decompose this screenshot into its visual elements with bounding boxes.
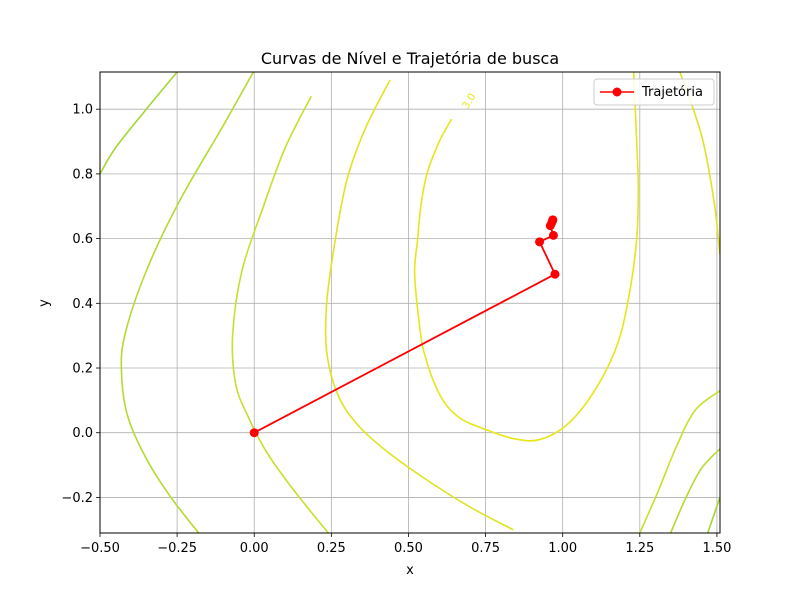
trajectory-point: [535, 237, 545, 247]
trajectory-point: [548, 215, 558, 225]
x-tick-label: 0.25: [317, 541, 346, 556]
legend-box: [593, 78, 715, 106]
contour-line: [706, 497, 720, 533]
x-tick-label: 1.50: [702, 541, 731, 556]
y-tick-label: 1.0: [72, 103, 93, 118]
axes-frame: [99, 71, 721, 534]
x-axis-label: x: [406, 563, 414, 578]
y-tick-label: 0.4: [72, 297, 93, 312]
trajectory-point: [550, 269, 560, 279]
legend-label: Trajetória: [641, 85, 703, 100]
y-tick-label: −0.2: [61, 491, 93, 506]
trajectory-point: [249, 428, 259, 438]
ticks: −0.50 −0.25 0.00 0.25 0.50 0.75 1.00 1.25 1.50 −0…: [61, 103, 731, 556]
x-tick-label: −0.50: [80, 541, 120, 556]
contour-line: [120, 72, 255, 533]
legend: Trajetória: [593, 78, 715, 106]
contour-line: [669, 448, 720, 533]
contour-line: [413, 72, 640, 442]
contour-line: [639, 390, 720, 533]
y-tick-label: 0.2: [72, 362, 93, 377]
contour-line: [231, 95, 329, 533]
contour-line: [100, 72, 178, 175]
trajectory-point: [548, 230, 558, 240]
y-tick-label: 0.0: [72, 426, 93, 441]
x-tick-label: 0.00: [240, 541, 269, 556]
x-tick-label: 1.25: [625, 541, 654, 556]
chart-title: Curvas de Nível e Trajetória de busca: [261, 49, 559, 68]
y-tick-label: 0.8: [72, 167, 93, 182]
x-tick-label: 0.75: [471, 541, 500, 556]
grid: [99, 72, 720, 533]
x-tick-label: 0.50: [394, 541, 423, 556]
x-tick-label: −0.25: [157, 541, 197, 556]
y-axis-label: y: [37, 299, 52, 307]
x-tick-label: 1.00: [548, 541, 577, 556]
contour-line: [324, 79, 514, 531]
y-tick-label: 0.6: [72, 232, 93, 247]
contour-lines: [100, 72, 720, 533]
trajectory-series: [249, 215, 560, 438]
legend-marker-swatch: [612, 87, 622, 97]
